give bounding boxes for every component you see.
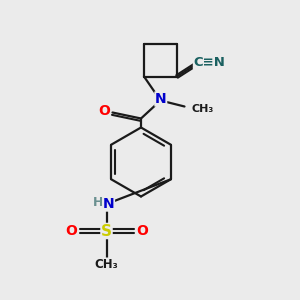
Text: O: O (136, 224, 148, 238)
Text: H: H (93, 196, 103, 209)
Text: N: N (155, 92, 166, 106)
Text: CH₃: CH₃ (191, 104, 213, 114)
Text: S: S (101, 224, 112, 238)
Text: O: O (65, 224, 77, 238)
Text: O: O (98, 104, 110, 118)
Text: N: N (103, 197, 114, 211)
Text: C≡N: C≡N (194, 56, 225, 69)
Text: CH₃: CH₃ (94, 258, 118, 271)
